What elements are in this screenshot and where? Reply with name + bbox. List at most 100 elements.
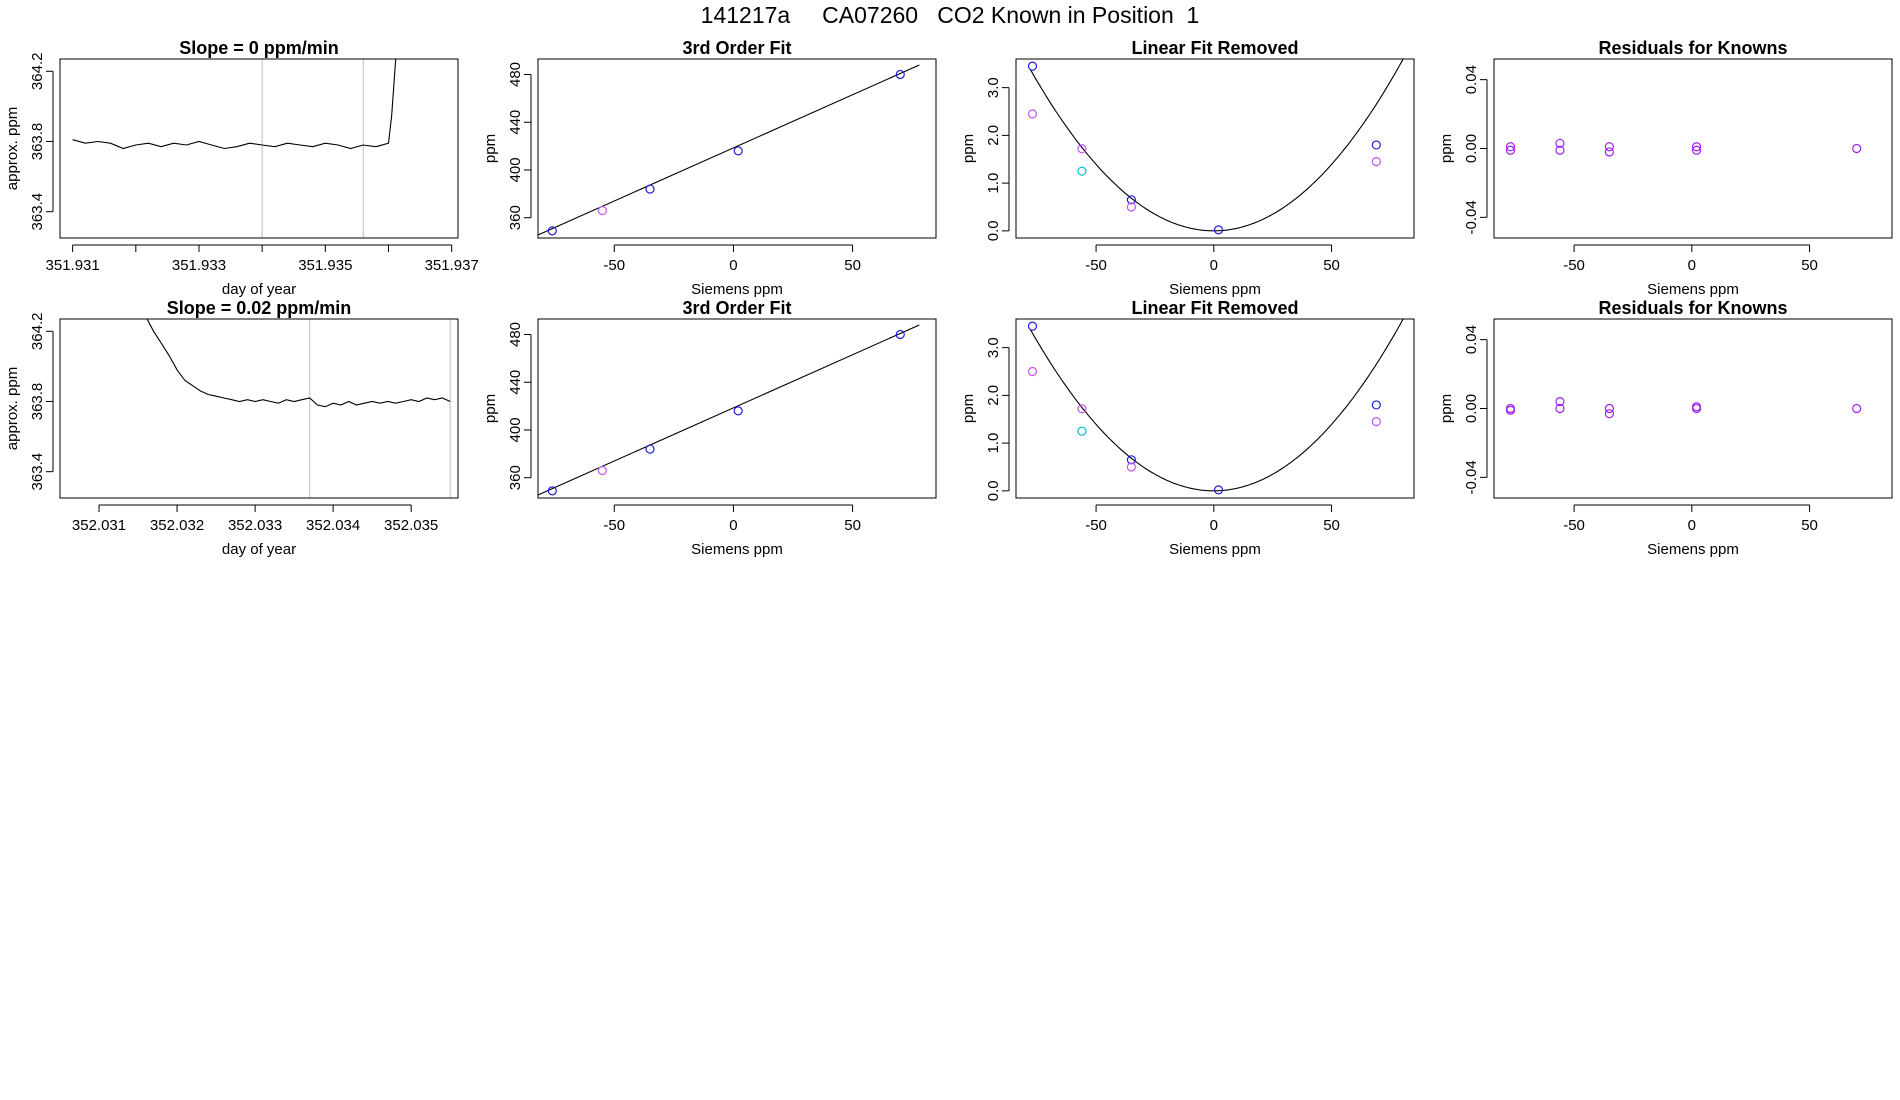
chart-panel-6: 3rd Order Fit -50 0 50 360 400 440 480 Siemens p… [482,298,937,558]
y-tick-label: 440 [507,370,524,395]
data-point-blue [733,146,743,156]
x-tick-label: 0 [1210,517,1218,534]
plot-area [538,324,920,496]
x-axis-label: day of year [222,281,296,298]
y-tick-label: 1.0 [985,173,1002,194]
data-point-violet [1604,147,1614,157]
plot-frame [59,318,459,499]
data-point-violet [1604,403,1614,414]
chart-title: Residuals for Knowns [1598,38,1787,58]
x-axis-label: day of year [222,541,296,558]
x-tick-label: 50 [1323,517,1340,534]
data-point-violet [1555,138,1565,148]
plot-area [146,319,451,408]
x-axis-label: Siemens ppm [691,281,783,298]
data-point-magenta [1077,144,1087,154]
y-tick-label: 400 [507,157,524,182]
y-tick-label: 0.04 [1463,325,1480,354]
x-tick-label: 351.931 [46,257,100,274]
data-point-magenta [597,465,607,476]
y-tick-label: 363.4 [29,193,46,231]
data-point-violet [1555,403,1565,414]
y-axis-label: ppm [482,394,499,423]
y-tick-label: 480 [507,322,524,347]
data-point-magenta [1371,157,1381,167]
x-tick-label: 351.935 [298,257,352,274]
plot-frame [1493,58,1893,239]
plot-area [1505,138,1862,157]
data-point-violet [1852,143,1862,154]
data-point-blue [547,226,557,236]
x-tick-label: 352.035 [384,517,438,534]
chart-panel-5: Slope = 0.02 ppm/min 352.031 352.032 352.03… [4,298,459,558]
x-tick-label: 352.034 [306,517,360,534]
chart-title: Slope = 0 ppm/min [179,38,339,58]
data-point-cyan [1077,166,1087,176]
plot-frame [537,318,937,499]
x-tick-label: 0 [1688,517,1696,534]
page-title: 141217a CA07260 CO2 Known in Position 1 [700,2,1200,28]
data-point-cyan [1077,426,1087,436]
chart-title: Linear Fit Removed [1131,38,1298,58]
data-series-line [146,319,451,408]
data-point-magenta [1077,404,1087,414]
y-axis-label: ppm [960,394,977,423]
y-tick-label: 360 [507,465,524,490]
data-point-violet [1691,145,1702,155]
data-point-blue [1027,321,1038,331]
data-point-blue [1126,195,1136,205]
x-tick-label: -50 [1563,257,1585,274]
y-tick-label: 0.0 [985,220,1002,241]
plot-area [1505,397,1862,419]
x-tick-label: -50 [1085,517,1107,534]
x-axis-label: Siemens ppm [1169,541,1261,558]
x-tick-label: 50 [844,257,861,274]
chart-panel-7: Linear Fit Removed -50 0 50 0.0 1.0 2.0 3.0 Siem… [960,298,1415,558]
y-axis-label: ppm [960,134,977,163]
data-point-blue [1126,455,1136,465]
y-tick-label: -0.04 [1463,200,1480,234]
data-point-violet [1852,403,1862,414]
data-point-violet [1555,397,1565,407]
y-axis-label: ppm [482,134,499,163]
y-tick-label: 440 [507,110,524,135]
fit-curve [538,324,920,496]
plot-frame [1015,318,1415,499]
y-tick-label: 0.0 [985,480,1002,501]
data-point-violet [1604,142,1614,152]
x-tick-label: -50 [603,257,625,274]
x-tick-label: -50 [603,517,625,534]
y-tick-label: 1.0 [985,433,1002,454]
x-tick-label: 351.933 [172,257,226,274]
fit-curve [1029,319,1404,492]
data-point-violet [1505,142,1516,152]
data-point-blue [1371,140,1381,150]
x-tick-label: 0 [729,517,737,534]
chart-title: Linear Fit Removed [1131,298,1298,318]
data-point-blue [645,444,655,454]
y-tick-label: 364.2 [29,313,46,351]
data-series-line [72,59,397,150]
data-point-magenta [1027,109,1038,119]
fit-curve [1029,59,1404,232]
y-axis-label: ppm [1438,134,1455,163]
y-tick-label: 360 [507,205,524,230]
x-tick-label: 352.033 [228,517,282,534]
x-tick-label: -50 [1085,257,1107,274]
x-tick-label: 352.031 [72,517,126,534]
data-point-blue [547,486,557,496]
plot-area [1027,319,1404,495]
x-tick-label: 50 [844,517,861,534]
fit-curve [538,64,920,236]
y-tick-label: 3.0 [985,337,1002,358]
data-point-blue [1371,400,1381,410]
data-point-blue [1213,485,1224,495]
x-axis-label: Siemens ppm [1169,281,1261,298]
data-point-magenta [1126,462,1136,472]
y-tick-label: 0.00 [1463,134,1480,163]
data-point-magenta [1371,417,1381,427]
y-axis-label: approx. ppm [4,107,21,190]
y-tick-label: 0.04 [1463,65,1480,94]
y-tick-label: 3.0 [985,77,1002,98]
